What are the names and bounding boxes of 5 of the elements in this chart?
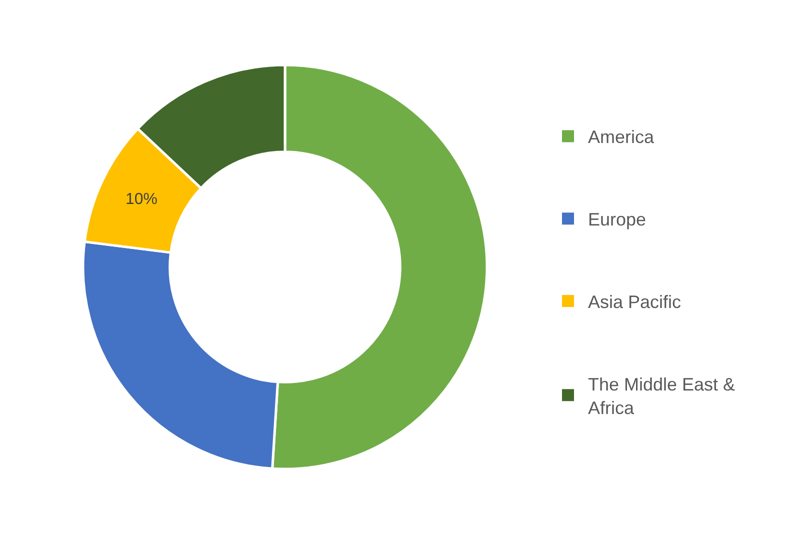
data-label: 10% — [126, 190, 158, 208]
legend-label: Asia Pacific — [588, 292, 682, 312]
legend-label: America — [588, 127, 656, 148]
legend-label: The Middle East & Africa — [588, 374, 736, 418]
legend-label: Europe — [588, 210, 646, 230]
